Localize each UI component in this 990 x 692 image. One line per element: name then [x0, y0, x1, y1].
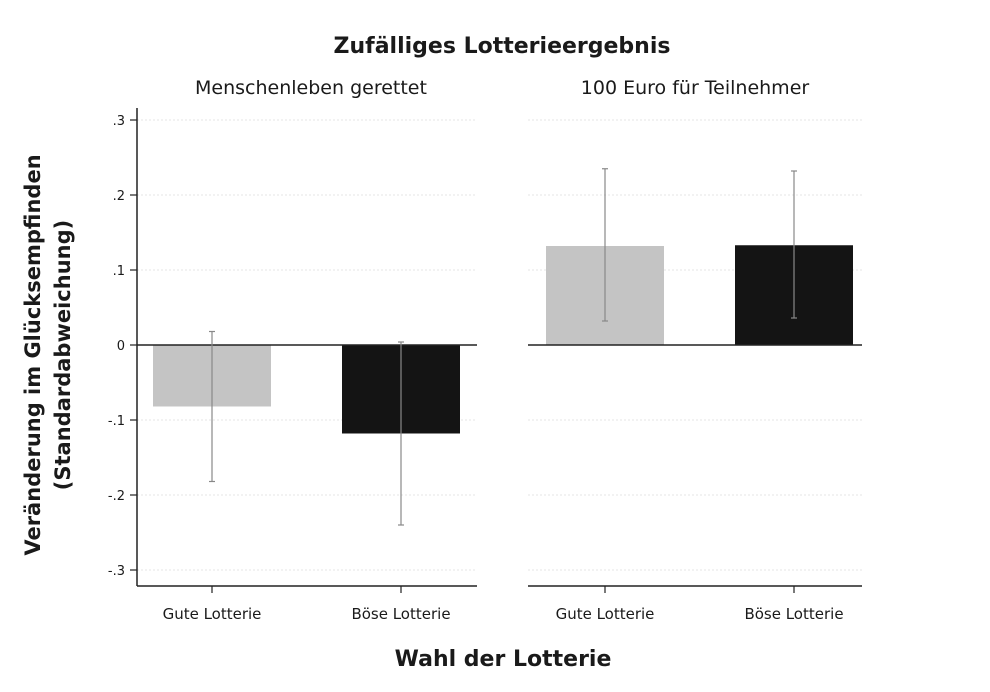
- panel-1-title: Menschenleben gerettet: [195, 77, 427, 99]
- y-tick-label: -.1: [108, 414, 125, 429]
- panel-1-category-label: Böse Lotterie: [351, 605, 450, 623]
- chart-title: Zufälliges Lotterieergebnis: [334, 34, 671, 59]
- y-tick-label: -.3: [108, 564, 125, 579]
- panel-2-category-label: Böse Lotterie: [744, 605, 843, 623]
- panel-2-category-label: Gute Lotterie: [556, 605, 655, 623]
- y-axis-label-line-1: Veränderung im Glücksempfinden: [21, 154, 45, 555]
- y-tick-label: .2: [113, 189, 125, 204]
- y-tick-label: -.2: [108, 489, 125, 504]
- x-axis-label: Wahl der Lotterie: [395, 647, 612, 672]
- panel-2-title: 100 Euro für Teilnehmer: [581, 77, 810, 99]
- y-axis-label-line-2: (Standardabweichung): [51, 220, 75, 490]
- panel-1-category-label: Gute Lotterie: [163, 605, 262, 623]
- y-tick-label: 0: [117, 339, 125, 354]
- y-tick-label: .3: [113, 114, 125, 129]
- plot-area: Menschenleben gerettet .3 .2 .1 0 -.1 -.2 -.3 Gu…: [108, 77, 862, 623]
- y-tick-label: .1: [113, 264, 125, 279]
